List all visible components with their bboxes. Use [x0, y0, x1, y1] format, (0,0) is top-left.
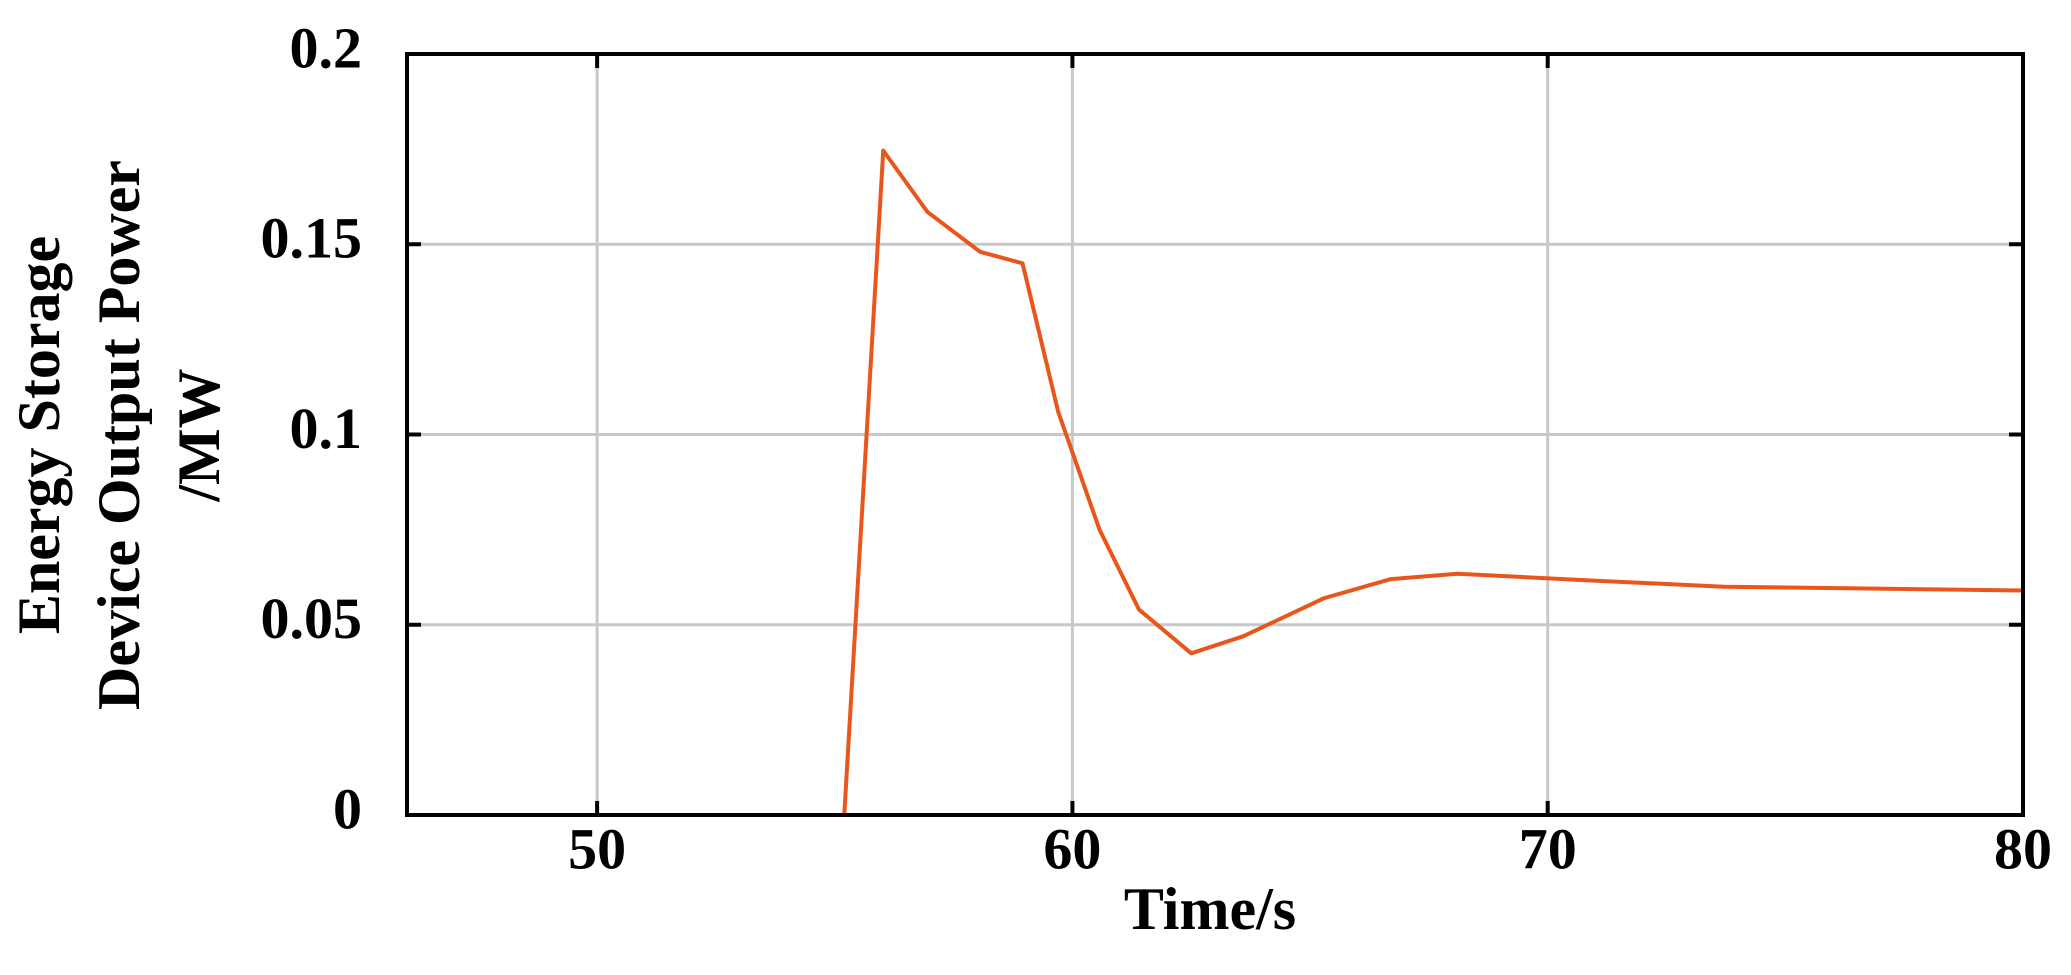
x-tick-label: 50 — [568, 816, 626, 881]
y-tick-label: 0.2 — [290, 15, 363, 80]
plot-frame — [405, 52, 2025, 817]
y-axis-label-line: Energy Storage — [6, 236, 72, 634]
data-line — [407, 148, 2024, 817]
x-axis-label: Time/s — [1124, 876, 1296, 942]
y-tick-label: 0.15 — [261, 206, 363, 271]
y-tick-label: 0 — [333, 776, 362, 841]
y-tick-label: 0.05 — [261, 586, 363, 651]
x-tick-label: 70 — [1519, 816, 1577, 881]
y-tick-label: 0.1 — [290, 396, 363, 461]
y-axis-label-line: Device Output Power — [86, 160, 152, 710]
x-tick-label: 60 — [1043, 816, 1101, 881]
y-axis-label: Energy Storage Device Output Power /MW — [6, 160, 232, 710]
x-tick-label: 80 — [1994, 816, 2052, 881]
y-axis-label-line: /MW — [166, 368, 232, 502]
